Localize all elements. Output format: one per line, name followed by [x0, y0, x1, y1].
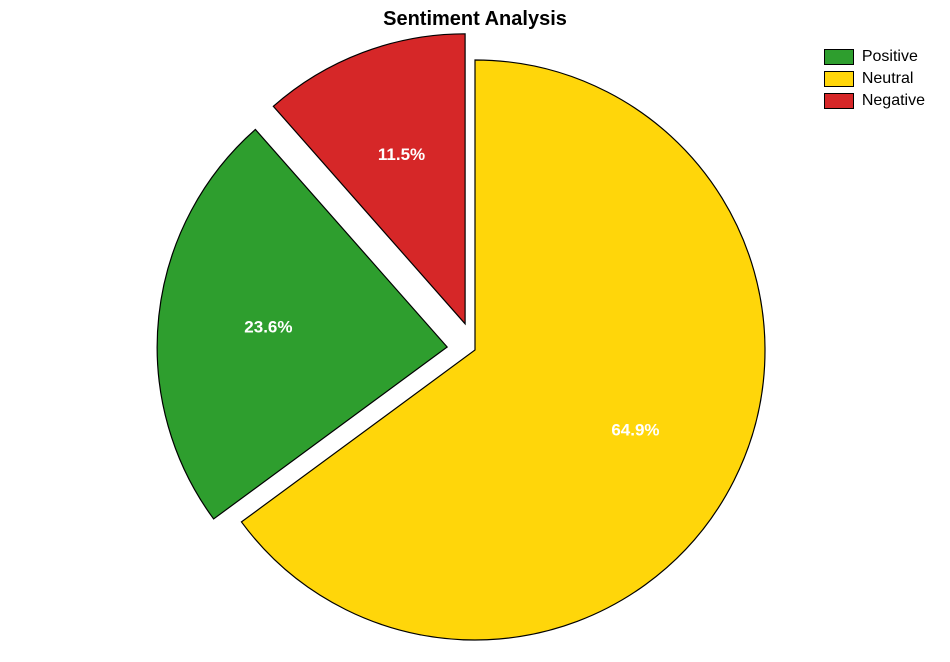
- legend-item: Negative: [824, 92, 925, 110]
- pie-chart: 64.9% 23.6% 11.5%: [175, 50, 775, 650]
- legend-label: Negative: [862, 92, 925, 110]
- legend-label: Neutral: [862, 70, 914, 88]
- legend-swatch: [824, 93, 854, 109]
- slice-label-negative: 11.5%: [378, 145, 425, 164]
- legend: Positive Neutral Negative: [824, 48, 925, 114]
- legend-swatch: [824, 71, 854, 87]
- legend-item: Positive: [824, 48, 925, 66]
- legend-item: Neutral: [824, 70, 925, 88]
- slice-label-neutral: 64.9%: [611, 421, 659, 440]
- chart-title: Sentiment Analysis: [0, 8, 950, 31]
- chart-container: Sentiment Analysis 64.9% 23.6% 11.5% Posit…: [0, 0, 950, 662]
- slice-label-positive: 23.6%: [244, 317, 292, 336]
- legend-swatch: [824, 49, 854, 65]
- legend-label: Positive: [862, 48, 918, 66]
